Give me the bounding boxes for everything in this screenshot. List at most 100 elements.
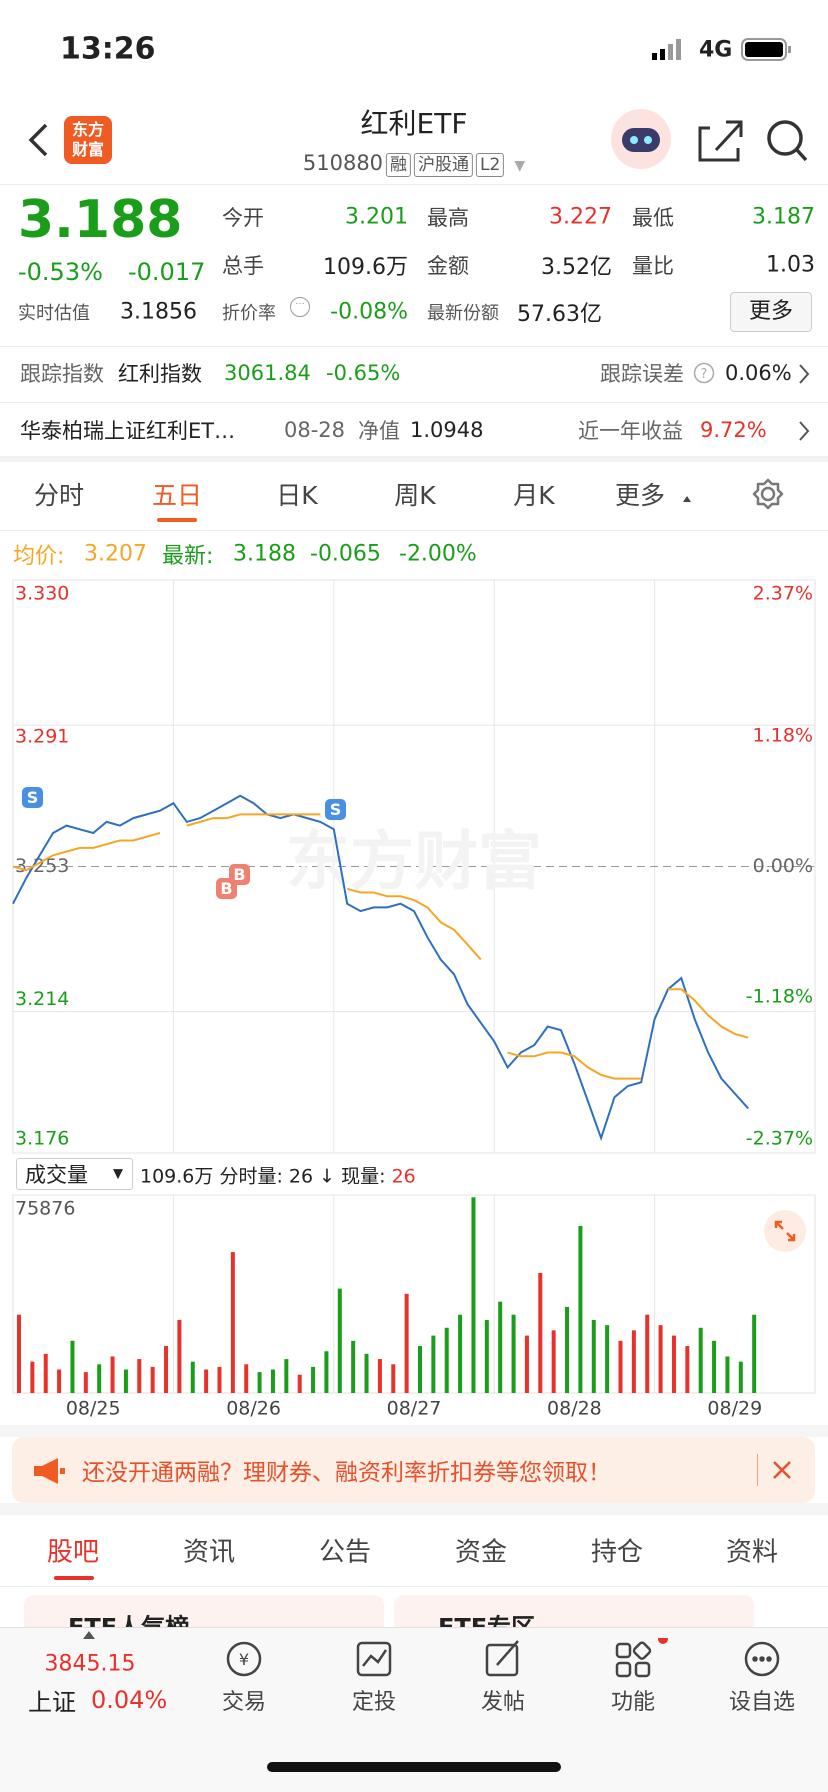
volume-bar bbox=[712, 1340, 717, 1393]
chart-tab[interactable]: 更多 bbox=[614, 481, 666, 510]
content-tab[interactable]: 公告 bbox=[318, 1537, 372, 1568]
content-tab[interactable]: 资金 bbox=[454, 1537, 508, 1568]
chart-tab[interactable]: 五日 bbox=[151, 481, 203, 510]
tracking-index: 红利指数 bbox=[118, 362, 202, 386]
code-line: 510880 融沪股通 L2 ▼ bbox=[303, 151, 525, 177]
volume-bar bbox=[671, 1335, 676, 1393]
nav-item[interactable]: 设自选 bbox=[728, 1690, 796, 1715]
chart-tab[interactable]: 分时 bbox=[33, 481, 85, 510]
y2-tick-label: 0.00% bbox=[753, 855, 813, 877]
tracking-label: 跟踪指数 bbox=[20, 362, 104, 386]
chart-tab[interactable]: 月K bbox=[513, 481, 555, 510]
series-line bbox=[12, 794, 749, 1142]
volume-bar bbox=[511, 1314, 516, 1393]
latest-label: 最新: bbox=[162, 544, 214, 569]
volume-bar bbox=[404, 1293, 409, 1393]
content-tab[interactable]: 股吧 bbox=[46, 1537, 100, 1568]
volume-bar bbox=[257, 1372, 262, 1393]
svg-text:¥: ¥ bbox=[239, 1650, 249, 1669]
x-tick-label: 08/28 bbox=[547, 1398, 602, 1420]
content-tab[interactable]: 资料 bbox=[725, 1537, 779, 1568]
back-button[interactable] bbox=[26, 122, 52, 158]
error-label: 跟踪误差 bbox=[600, 362, 684, 386]
index-value[interactable]: 3845.15 bbox=[44, 1651, 136, 1677]
nav-item[interactable]: 交易 bbox=[221, 1690, 267, 1715]
y2-tick-label: 2.37% bbox=[753, 583, 813, 605]
field-value: 57.63亿 bbox=[517, 302, 602, 327]
chart-tab[interactable]: 周K bbox=[394, 481, 436, 510]
app-logo[interactable]: 东方 财富 bbox=[64, 116, 112, 164]
chevron[interactable] bbox=[797, 420, 811, 442]
latest-change: -0.065 bbox=[310, 541, 381, 567]
field-label: 量比 bbox=[632, 254, 674, 278]
network: 4G bbox=[699, 37, 733, 63]
svg-text:?: ? bbox=[701, 367, 708, 382]
indicator-selector[interactable]: 成交量 ▼ bbox=[16, 1158, 133, 1190]
caret bbox=[683, 496, 691, 502]
volume-bar bbox=[418, 1346, 422, 1393]
nav-item[interactable]: 发帖 bbox=[480, 1690, 526, 1715]
trade-marker-label: S bbox=[330, 800, 342, 819]
part-label: 分时量: bbox=[219, 1165, 283, 1188]
y-tick-label: 3.330 bbox=[15, 583, 69, 605]
dropdown-caret: ▼ bbox=[113, 1166, 123, 1182]
banner-close[interactable] bbox=[772, 1460, 792, 1480]
tag: 沪股通 bbox=[414, 153, 474, 177]
banner-divider bbox=[757, 1454, 758, 1486]
help-icon[interactable]: ? bbox=[693, 362, 715, 384]
y-tick-label: 3.253 bbox=[15, 855, 69, 877]
nav-date: 08-28 bbox=[284, 418, 346, 442]
volume-bar bbox=[471, 1197, 476, 1393]
logo-text: 财富 bbox=[71, 140, 104, 159]
share-button[interactable] bbox=[698, 120, 743, 162]
tracking-error: 0.06% bbox=[725, 361, 792, 385]
promo-banner[interactable] bbox=[12, 1437, 815, 1503]
divider bbox=[0, 346, 828, 347]
field-label: 总手 bbox=[222, 254, 264, 278]
divider bbox=[0, 184, 828, 185]
change: -0.017 bbox=[128, 258, 206, 286]
dropdown-caret[interactable]: ▼ bbox=[514, 158, 526, 174]
series-line bbox=[12, 813, 749, 1080]
settings-button[interactable] bbox=[752, 478, 784, 510]
volume-bar bbox=[364, 1353, 369, 1393]
y-tick-label: 3.291 bbox=[15, 726, 69, 748]
trade-marker-label: S bbox=[27, 788, 39, 807]
volume-bar bbox=[551, 1330, 556, 1393]
expand-button[interactable] bbox=[763, 1209, 807, 1253]
info-icon[interactable]: ··· bbox=[290, 297, 310, 317]
volume-bar bbox=[631, 1330, 636, 1393]
volume-bar bbox=[725, 1356, 730, 1393]
chart-tab[interactable]: 日K bbox=[276, 481, 318, 510]
volume-bar bbox=[270, 1369, 275, 1393]
volume-bar bbox=[377, 1359, 382, 1393]
content-tab[interactable]: 持仓 bbox=[590, 1537, 644, 1568]
volume-bar bbox=[431, 1335, 436, 1393]
volume-bar bbox=[618, 1340, 623, 1393]
volume-line: 109.6万 分时量: 26 ↓ 现量: 26 bbox=[140, 1162, 416, 1189]
volume-bar bbox=[578, 1225, 583, 1393]
fund-name: 华泰柏瑞上证红利ET… bbox=[20, 419, 236, 443]
search-button[interactable] bbox=[767, 120, 808, 162]
field-label: 最低 bbox=[632, 206, 674, 230]
index-name: 上证 bbox=[28, 1688, 76, 1717]
home-indicator bbox=[267, 1762, 561, 1772]
nav-item[interactable]: 功能 bbox=[610, 1690, 656, 1715]
field-value: 109.6万 bbox=[323, 255, 408, 280]
trade-marker-label: B bbox=[233, 865, 245, 884]
field-label: 实时估值 bbox=[18, 303, 90, 324]
volume-bar bbox=[351, 1340, 356, 1393]
chevron[interactable] bbox=[797, 363, 811, 385]
megaphone-icon bbox=[34, 1458, 65, 1484]
more-button[interactable]: 更多 bbox=[730, 292, 812, 332]
content-tab[interactable]: 资讯 bbox=[182, 1537, 236, 1568]
y2-tick-label: -2.37% bbox=[746, 1128, 813, 1150]
volume-bar bbox=[752, 1314, 757, 1393]
volume-bar bbox=[83, 1372, 88, 1393]
banner-text: 还没开通两融？理财券、融资利率折扣券等您领取！ bbox=[82, 1460, 611, 1486]
arrow: ↓ bbox=[319, 1165, 336, 1188]
watermark: 东方财富 bbox=[286, 826, 542, 900]
divider bbox=[0, 1586, 828, 1587]
nav-item[interactable]: 定投 bbox=[351, 1690, 397, 1715]
field-value: 3.201 bbox=[345, 204, 408, 230]
